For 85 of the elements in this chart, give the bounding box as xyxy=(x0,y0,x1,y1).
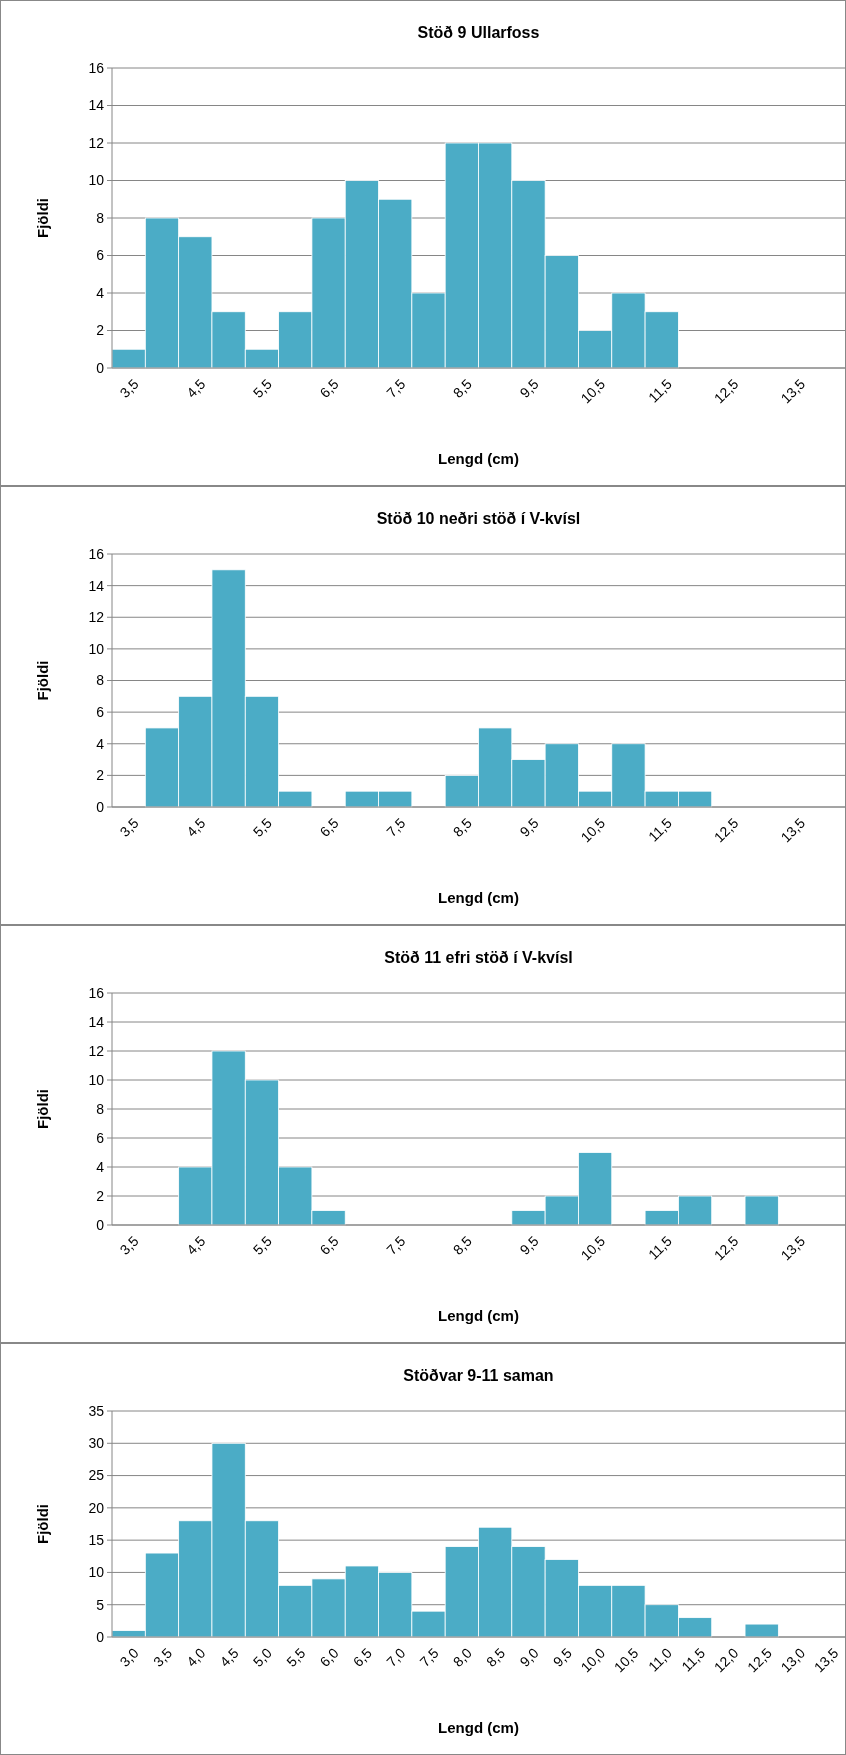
y-tick-label: 2 xyxy=(96,767,105,784)
y-tick-label: 16 xyxy=(88,545,105,562)
y-tick-label: 4 xyxy=(96,735,105,752)
x-tick-label: 8,0 xyxy=(449,1644,476,1670)
x-tick-label: 9,5 xyxy=(516,1232,542,1258)
x-tick-label: 6,0 xyxy=(316,1644,342,1670)
x-tick-label: 6,5 xyxy=(316,814,342,840)
x-tick-label: 5,5 xyxy=(249,814,276,840)
y-tick-label: 6 xyxy=(96,1129,105,1146)
x-tick-label: 4,5 xyxy=(183,814,209,840)
x-tick-label: 9,0 xyxy=(516,1644,542,1670)
x-tick-label: 3,5 xyxy=(149,1644,176,1670)
x-tick-label: 8,5 xyxy=(449,814,476,840)
y-tick-label: 5 xyxy=(96,1596,105,1613)
x-tick-label: 3,5 xyxy=(116,375,142,401)
y-tick-label: 12 xyxy=(88,1042,105,1059)
y-tick-label: 8 xyxy=(96,209,105,226)
x-axis-title: Lengd (cm) xyxy=(438,450,519,467)
x-tick-label: 8,5 xyxy=(449,1232,476,1258)
y-tick-label: 25 xyxy=(88,1467,105,1484)
x-tick-label: 5,5 xyxy=(283,1644,309,1670)
y-tick-label: 10 xyxy=(88,172,105,189)
y-tick-label: 8 xyxy=(96,1100,105,1117)
x-tick-label: 3,5 xyxy=(116,814,142,840)
y-tick-label: 14 xyxy=(88,97,105,114)
x-tick-label: 3,5 xyxy=(116,1232,142,1258)
y-tick-label: 14 xyxy=(88,577,105,594)
x-tick-label: 9,5 xyxy=(549,1644,575,1670)
x-tick-label: 8,5 xyxy=(483,1644,509,1670)
x-tick-label: 5,0 xyxy=(249,1644,276,1670)
x-tick-label: 6,5 xyxy=(316,375,342,401)
x-tick-label: 4,5 xyxy=(183,375,209,401)
x-tick-label: 4,5 xyxy=(183,1232,209,1258)
x-tick-label: 4,0 xyxy=(183,1644,209,1670)
y-tick-label: 10 xyxy=(88,640,105,657)
x-axis-title: Lengd (cm) xyxy=(438,889,519,906)
y-axis-title: Fjöldi xyxy=(34,1504,51,1544)
y-tick-label: 16 xyxy=(88,59,105,76)
y-tick-label: 16 xyxy=(88,984,105,1001)
y-tick-label: 10 xyxy=(88,1564,105,1581)
y-tick-label: 0 xyxy=(96,798,105,815)
y-tick-label: 12 xyxy=(88,134,105,151)
y-tick-label: 30 xyxy=(88,1435,105,1452)
y-tick-label: 20 xyxy=(88,1499,105,1516)
bar xyxy=(744,1195,779,1226)
y-tick-label: 2 xyxy=(96,322,105,339)
chart-title: Stöð 10 neðri stöð í V-kvísl xyxy=(376,510,581,527)
x-tick-label: 7,5 xyxy=(383,814,409,840)
x-axis-title: Lengd (cm) xyxy=(438,1719,519,1736)
chart-title: Stöð 9 Ullarfoss xyxy=(417,24,540,41)
x-tick-label: 11,0 xyxy=(644,1644,675,1675)
y-axis-title: Fjöldi xyxy=(34,660,51,701)
x-tick-label: 6,5 xyxy=(349,1644,376,1670)
chart-title: Stöð 11 efri stöð í V-kvísl xyxy=(384,949,573,966)
chart-title: Stöðvar 9-11 saman xyxy=(403,1367,554,1384)
bar xyxy=(744,1623,779,1638)
x-tick-label: 9,5 xyxy=(516,814,542,840)
x-tick-label: 9,5 xyxy=(516,375,542,401)
y-tick-label: 2 xyxy=(96,1187,105,1204)
y-tick-label: 10 xyxy=(88,1071,105,1088)
y-tick-label: 14 xyxy=(88,1013,105,1030)
y-tick-label: 15 xyxy=(88,1532,105,1549)
y-tick-label: 0 xyxy=(96,359,105,376)
y-tick-label: 0 xyxy=(96,1216,105,1233)
y-tick-label: 4 xyxy=(96,284,105,301)
x-tick-label: 7,5 xyxy=(383,1232,409,1258)
y-tick-label: 8 xyxy=(96,672,105,689)
y-tick-label: 0 xyxy=(96,1628,105,1645)
y-axis-title: Fjöldi xyxy=(34,1089,51,1129)
x-tick-label: 8,5 xyxy=(449,375,476,401)
x-axis-title: Lengd (cm) xyxy=(438,1307,519,1324)
y-tick-label: 35 xyxy=(88,1402,105,1419)
y-tick-label: 6 xyxy=(96,247,105,264)
y-tick-label: 6 xyxy=(96,704,105,721)
y-tick-label: 4 xyxy=(96,1158,105,1175)
y-axis-title: Fjöldi xyxy=(34,198,51,238)
x-tick-label: 6,5 xyxy=(316,1232,342,1258)
x-tick-label: 7,5 xyxy=(416,1644,442,1670)
x-tick-label: 3,0 xyxy=(116,1644,142,1670)
x-tick-label: 4,5 xyxy=(216,1644,242,1670)
x-tick-label: 5,5 xyxy=(249,375,276,401)
y-tick-label: 12 xyxy=(88,609,105,626)
x-tick-label: 7,5 xyxy=(383,375,409,401)
x-tick-label: 7,0 xyxy=(383,1644,409,1670)
x-tick-label: 5,5 xyxy=(249,1232,276,1258)
